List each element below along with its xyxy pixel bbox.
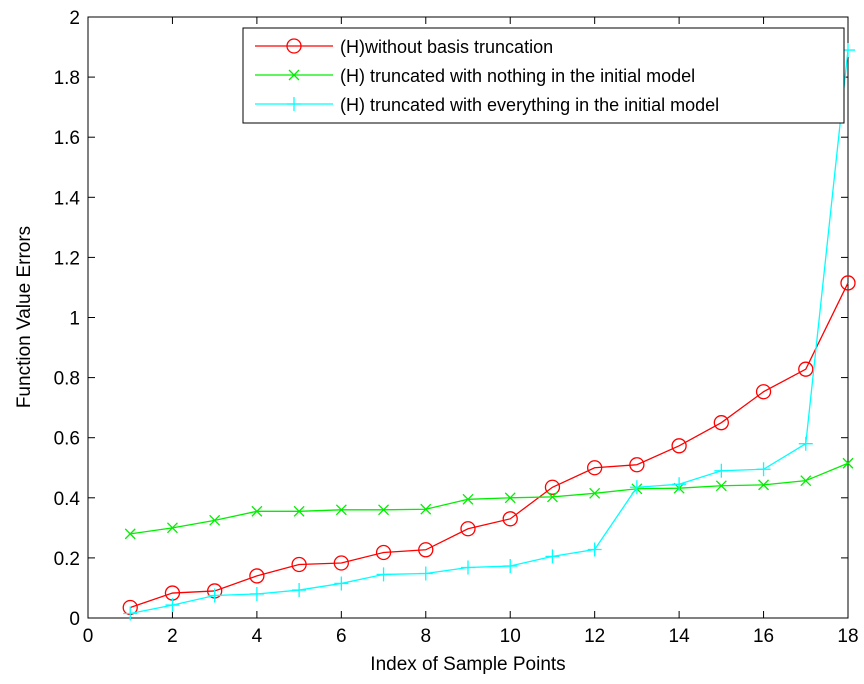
x-tick-label: 0 (83, 626, 94, 647)
data-point (546, 491, 558, 503)
data-point (335, 504, 347, 516)
data-point (124, 528, 136, 540)
data-point (629, 457, 645, 473)
data-point (589, 487, 601, 499)
data-point (800, 475, 812, 487)
data-point (587, 460, 603, 476)
y-tick-label: 1.8 (54, 68, 80, 89)
legend-marker (287, 97, 301, 111)
data-point (502, 511, 518, 527)
y-tick-label: 1.6 (54, 128, 80, 149)
y-tick-label: 0.4 (54, 489, 81, 510)
data-point (629, 480, 644, 495)
data-point (251, 505, 263, 517)
data-point (462, 493, 474, 505)
data-point (672, 477, 687, 492)
x-tick-label: 8 (420, 626, 431, 647)
legend-box (242, 27, 845, 124)
data-point (249, 586, 264, 601)
data-point (209, 514, 221, 526)
x-tick-label: 6 (336, 626, 347, 647)
data-point (378, 504, 390, 516)
y-tick-label: 2 (69, 8, 80, 29)
data-point (798, 436, 813, 451)
data-point (293, 505, 305, 517)
data-point (418, 542, 434, 558)
data-point (758, 479, 770, 491)
series-1 (122, 275, 856, 616)
data-point (715, 480, 727, 492)
data-point (756, 462, 771, 477)
series-line (130, 49, 849, 615)
x-axis-title: Index of Sample Points (370, 654, 565, 675)
plot-area: 0 2 4 6 8 10 12 14 16 18 0 0.2 0.4 0.6 0.8 1 1.2 1.4 1.6 1.… (54, 8, 859, 647)
legend: (H)without basis truncation (H) truncated… (242, 27, 845, 124)
data-point (798, 361, 814, 377)
data-point (713, 415, 729, 431)
legend-label: (H) truncated with nothing in the initia… (340, 66, 695, 86)
data-point (461, 560, 475, 575)
legend-label: (H)without basis truncation (340, 37, 553, 57)
data-point (671, 438, 687, 454)
x-tick-label: 18 (837, 626, 858, 647)
data-point (123, 606, 138, 621)
data-point (376, 567, 391, 582)
data-point (291, 556, 307, 573)
data-point (544, 479, 561, 495)
y-tick-label: 1.2 (54, 248, 80, 269)
data-point (587, 542, 602, 557)
data-point (418, 566, 433, 581)
data-point (375, 544, 392, 561)
y-tick-label: 0.6 (54, 429, 80, 450)
x-tick-label: 12 (584, 626, 605, 647)
data-point (755, 384, 772, 400)
data-point (503, 559, 518, 574)
y-tick-label: 1 (69, 309, 80, 330)
x-tick-label: 16 (753, 626, 774, 647)
data-point (166, 522, 178, 534)
data-point (292, 583, 307, 598)
data-point (420, 503, 432, 515)
data-point (545, 549, 560, 564)
data-point (207, 588, 222, 603)
legend-marker (288, 69, 300, 81)
data-point (714, 463, 729, 478)
y-tick-label: 0 (69, 609, 80, 630)
x-tick-label: 4 (252, 626, 263, 647)
legend-label: (H) truncated with everything in the ini… (340, 95, 719, 115)
x-tick-label: 14 (669, 626, 691, 647)
data-point (249, 568, 265, 584)
series-3 (123, 43, 855, 621)
data-point (334, 576, 349, 591)
y-tick-label: 0.2 (54, 549, 80, 570)
data-point (165, 598, 180, 613)
series-line (130, 462, 849, 535)
data-point (842, 457, 854, 469)
x-tick-label: 2 (167, 626, 178, 647)
data-point (504, 492, 516, 504)
data-point (333, 555, 349, 571)
data-point (460, 521, 476, 537)
legend-marker (286, 38, 302, 54)
y-tick-label: 0.8 (54, 369, 80, 390)
y-axis-title: Function Value Errors (14, 226, 35, 408)
data-point (840, 275, 856, 291)
x-tick-label: 10 (500, 626, 521, 647)
y-tick-label: 1.4 (54, 188, 81, 209)
